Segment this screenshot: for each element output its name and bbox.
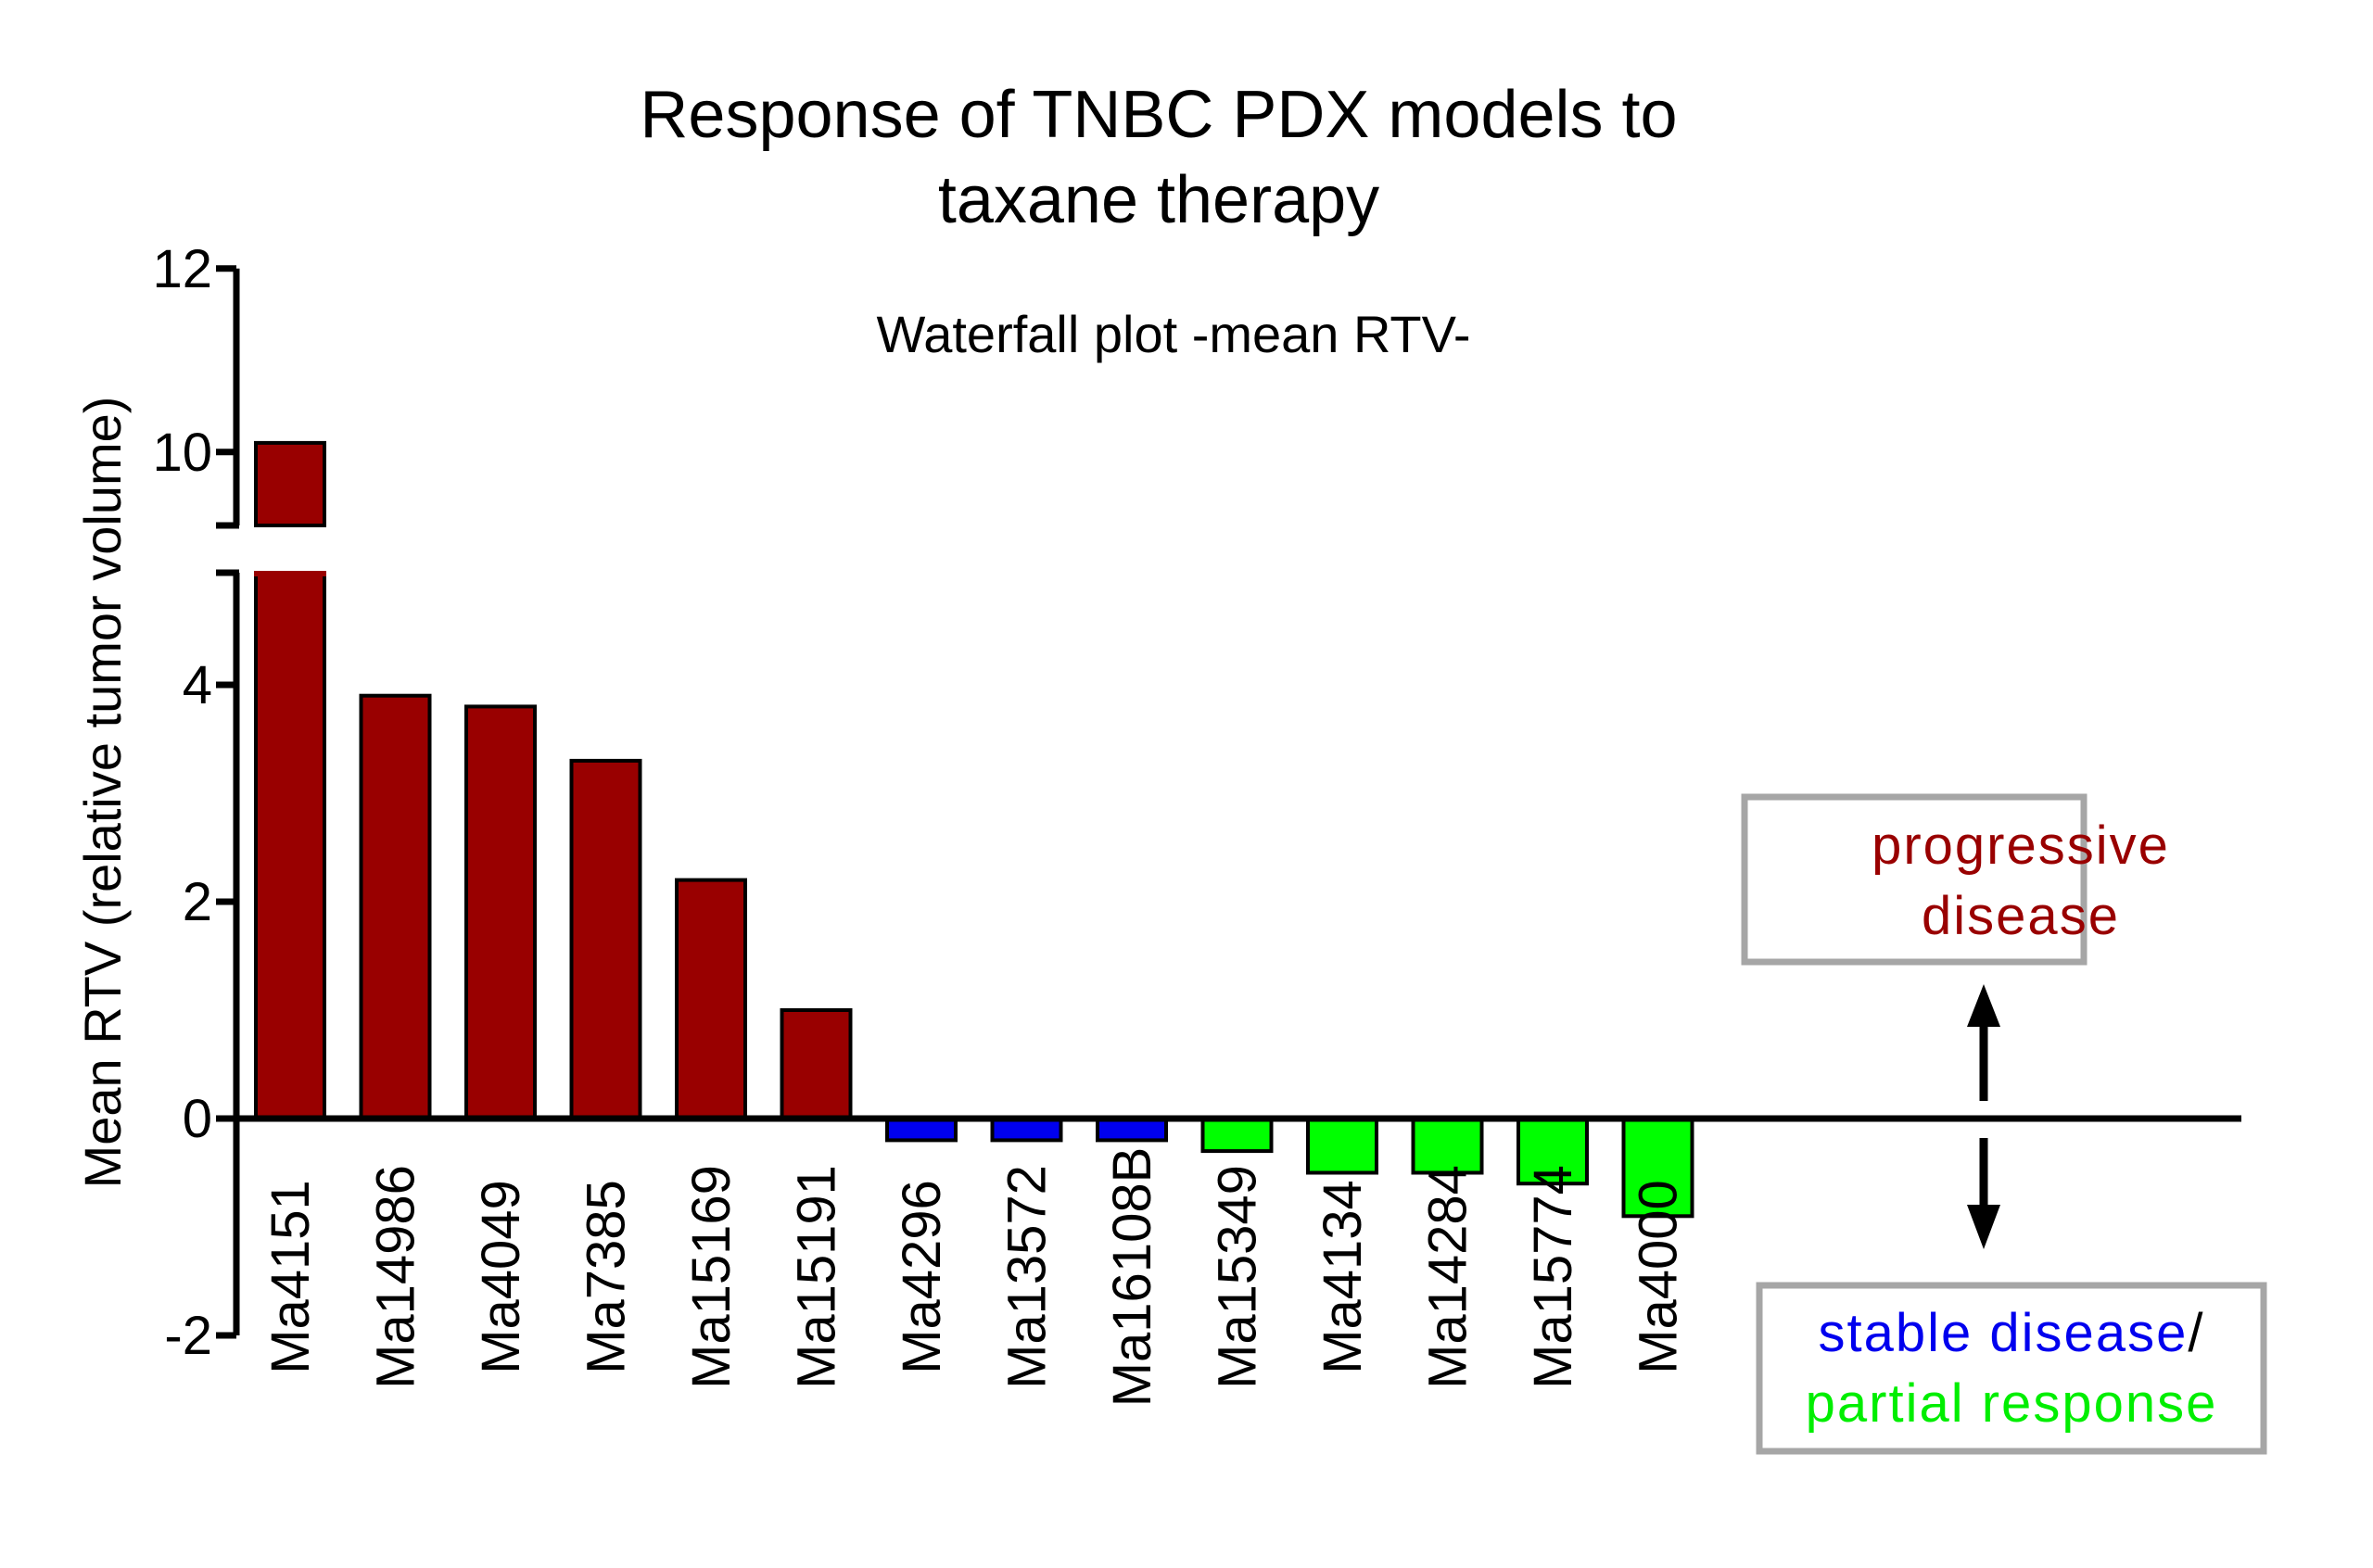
y-axis-label: Mean RTV (relative tumor volume) (73, 397, 132, 1189)
bar (569, 758, 642, 1121)
bar (359, 693, 432, 1120)
legend-stable-label: stable disease (1819, 1303, 2189, 1363)
x-tick-label: Ma14284 (1418, 1165, 1478, 1389)
bar (885, 1117, 958, 1143)
bar (1200, 1117, 1274, 1154)
legend-stable-partial-line-1: stable disease/ (1819, 1303, 2205, 1363)
y-tick-label: -2 (164, 1306, 212, 1366)
y-tick-label: 2 (183, 872, 212, 932)
bar-upper-segment (254, 440, 326, 527)
x-tick-label: Ma16108B (1102, 1147, 1162, 1408)
x-tick-label: Ma4000 (1629, 1180, 1689, 1374)
x-tick-label: Ma4151 (260, 1180, 321, 1374)
x-tick-label: Ma15191 (787, 1165, 847, 1389)
x-tick-label: Ma15774 (1523, 1165, 1583, 1389)
legend-stable-partial-box (1756, 1282, 2267, 1455)
legend-progressive-label-line-2: disease (1922, 886, 2120, 946)
bar (1096, 1117, 1168, 1143)
legend-partial-label: partial response (1806, 1373, 2218, 1434)
up-arrow-icon (1967, 984, 2000, 1101)
chart-title-line-1: Response of TNBC PDX models to (640, 78, 1677, 152)
x-tick-label: Ma15169 (681, 1165, 742, 1389)
x-tick-label: Ma4134 (1313, 1180, 1373, 1374)
x-tick-label: Ma14986 (366, 1165, 426, 1389)
chart-subtitle: Waterfall plot -mean RTV- (876, 305, 1470, 363)
legend-slash: / (2188, 1303, 2204, 1363)
bar (464, 704, 537, 1121)
bar (1411, 1117, 1484, 1175)
y-tick-label: 0 (183, 1089, 212, 1149)
bar (990, 1117, 1063, 1143)
x-tick-label: Ma4049 (471, 1180, 531, 1374)
bar (1306, 1117, 1378, 1175)
x-tick-label: Ma13572 (997, 1165, 1058, 1389)
bar (254, 571, 326, 1120)
bar-break-fill (254, 571, 326, 576)
bars (254, 440, 1694, 1219)
bar (675, 878, 747, 1120)
down-arrow-icon (1967, 1138, 2000, 1249)
x-tick-label: Ma15349 (1208, 1165, 1268, 1389)
legend-progressive-box (1741, 793, 2087, 966)
y-tick-label: 10 (152, 423, 212, 483)
legend-progressive-label-line-1: progressive (1872, 816, 2170, 876)
y-tick-label: 12 (152, 239, 212, 299)
chart-title-line-2: taxane therapy (938, 163, 1379, 237)
x-tick-labels: Ma4151 Ma14986 Ma4049 Ma7385 Ma15169 Ma15191 M… (260, 1147, 1689, 1408)
y-tick-label: 4 (183, 655, 212, 715)
x-tick-label: Ma4296 (892, 1180, 952, 1374)
x-tick-label: Ma7385 (577, 1180, 637, 1374)
bar (780, 1008, 853, 1120)
axes: -2 0 2 4 10 12 (152, 239, 240, 1366)
